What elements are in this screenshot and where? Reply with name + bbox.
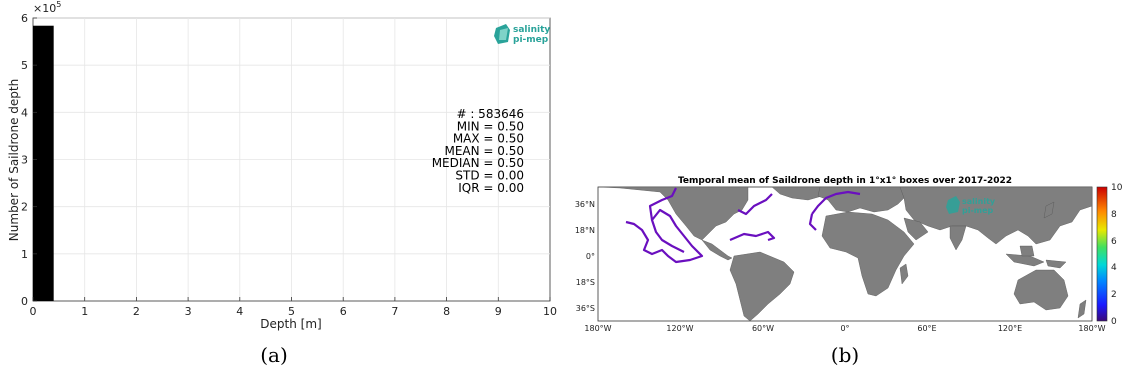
y-tick-label: 3 xyxy=(21,154,28,167)
histogram-grid xyxy=(33,17,550,301)
land-japan xyxy=(1043,201,1055,219)
caption-b: (b) xyxy=(831,343,859,367)
x-axis-label: Depth [m] xyxy=(260,317,321,331)
salinity-pimep-logo: salinity pi-mep xyxy=(494,24,550,45)
map-salinity-pimep-logo: salinity pi-mep xyxy=(946,196,996,215)
x-tick-label: 6 xyxy=(340,305,347,318)
x-tick-label: 0 xyxy=(30,305,37,318)
x-tick-label: 10 xyxy=(543,305,557,318)
lat-tick: 18°N xyxy=(575,226,595,235)
map-logo-line-1: salinity xyxy=(962,197,996,206)
logo-line-1: salinity xyxy=(513,25,550,35)
y-tick-label: 5 xyxy=(21,59,28,72)
x-tick-label: 1 xyxy=(81,305,88,318)
histogram-x-ticks: 0 1 2 3 4 5 6 7 8 9 10 xyxy=(30,297,557,318)
logo-line-2: pi-mep xyxy=(513,35,549,45)
land-madagascar xyxy=(899,263,909,285)
x-tick-label: 5 xyxy=(288,305,295,318)
x-tick-label: 3 xyxy=(185,305,192,318)
colorbar-ticks: 10 8 6 4 2 0 xyxy=(1111,183,1123,327)
land-central-america xyxy=(701,239,733,261)
x-tick-label: 7 xyxy=(391,305,398,318)
lon-tick: 120°W xyxy=(666,324,693,333)
x-tick-label: 2 xyxy=(133,305,140,318)
land-borneo xyxy=(1019,245,1035,257)
lat-tick: 36°S xyxy=(576,304,595,313)
land-africa xyxy=(821,211,915,297)
lon-tick: 60°E xyxy=(917,324,936,333)
track-caribbean xyxy=(729,230,776,242)
lon-tick: 60°W xyxy=(752,324,774,333)
histogram-y-ticks: 0 1 2 3 4 5 6 xyxy=(21,12,37,308)
stat-line: STD = 0.00 xyxy=(455,169,524,183)
lat-tick: 18°S xyxy=(576,278,595,287)
map-land xyxy=(597,186,1093,322)
lon-tick: 180°W xyxy=(584,324,611,333)
stat-line: MEDIAN = 0.50 xyxy=(432,156,524,170)
land-new-guinea xyxy=(1045,259,1067,269)
map-title: Temporal mean of Saildrone depth in 1°x1… xyxy=(678,176,1012,186)
histogram-bars xyxy=(33,25,54,302)
map-logo-shape-icon xyxy=(946,196,960,214)
track-mid-atlantic xyxy=(811,190,861,215)
colorbar-tick: 4 xyxy=(1111,263,1117,273)
histogram-panel: 0 1 2 3 4 5 6 7 8 9 10 0 1 2 3 4 5 6 ×105 Depth [m] Numb… xyxy=(7,0,557,367)
stat-line: # : 583646 xyxy=(456,107,524,121)
lat-tick: 0° xyxy=(586,252,595,261)
track-north-atlantic xyxy=(808,213,817,231)
track-pacific-west xyxy=(648,187,677,221)
colorbar-tick: 6 xyxy=(1111,237,1117,247)
stat-line: MIN = 0.50 xyxy=(457,119,524,133)
colorbar-tick: 0 xyxy=(1111,317,1117,327)
x-tick-label: 8 xyxy=(443,305,450,318)
saildrone-tracks xyxy=(625,187,861,264)
colorbar xyxy=(1096,186,1108,322)
stat-line: IQR = 0.00 xyxy=(458,181,524,195)
colorbar-tick: 8 xyxy=(1111,210,1117,220)
y-tick-label: 4 xyxy=(21,106,28,119)
lat-tick: 36°N xyxy=(575,200,595,209)
map-logo-line-2: pi-mep xyxy=(962,206,994,215)
y-tick-label: 6 xyxy=(21,12,28,25)
track-gulf xyxy=(737,193,773,216)
colorbar-tick: 10 xyxy=(1111,183,1123,193)
lon-tick: 180°W xyxy=(1078,324,1105,333)
y-multiplier: ×105 xyxy=(33,0,61,15)
map-lat-ticks: 36°N 18°N 0° 18°S 36°S xyxy=(575,200,595,313)
y-tick-label: 2 xyxy=(21,201,28,214)
lon-tick: 120°E xyxy=(998,324,1022,333)
land-south-america xyxy=(729,251,795,322)
histogram-bar xyxy=(33,25,54,302)
x-tick-label: 4 xyxy=(236,305,243,318)
y-tick-label: 0 xyxy=(21,295,28,308)
x-tick-label: 9 xyxy=(495,305,502,318)
y-axis-label: Number of Saildrone depth xyxy=(7,79,21,241)
track-pacific-loop xyxy=(625,208,704,264)
stat-line: MAX = 0.50 xyxy=(453,132,524,146)
land-australia xyxy=(1013,269,1069,311)
map-lon-ticks: 180°W 120°W 60°W 0° 60°E 120°E 180°W xyxy=(584,324,1105,333)
land-arabia xyxy=(903,217,929,241)
map-panel: Temporal mean of Saildrone depth in 1°x1… xyxy=(575,176,1123,367)
stat-line: MEAN = 0.50 xyxy=(444,144,524,158)
land-new-zealand xyxy=(1077,299,1087,319)
y-tick-label: 1 xyxy=(21,248,28,261)
land-india xyxy=(949,225,967,251)
colorbar-tick: 2 xyxy=(1111,290,1117,300)
caption-a: (a) xyxy=(260,343,288,367)
lon-tick: 0° xyxy=(840,324,849,333)
